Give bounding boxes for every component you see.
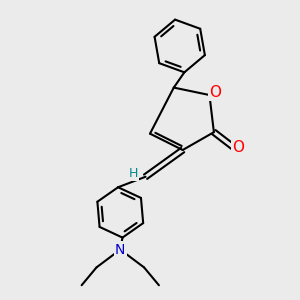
Text: H: H: [128, 167, 138, 180]
Text: N: N: [115, 243, 125, 256]
Text: O: O: [232, 140, 244, 154]
Text: O: O: [209, 85, 221, 100]
